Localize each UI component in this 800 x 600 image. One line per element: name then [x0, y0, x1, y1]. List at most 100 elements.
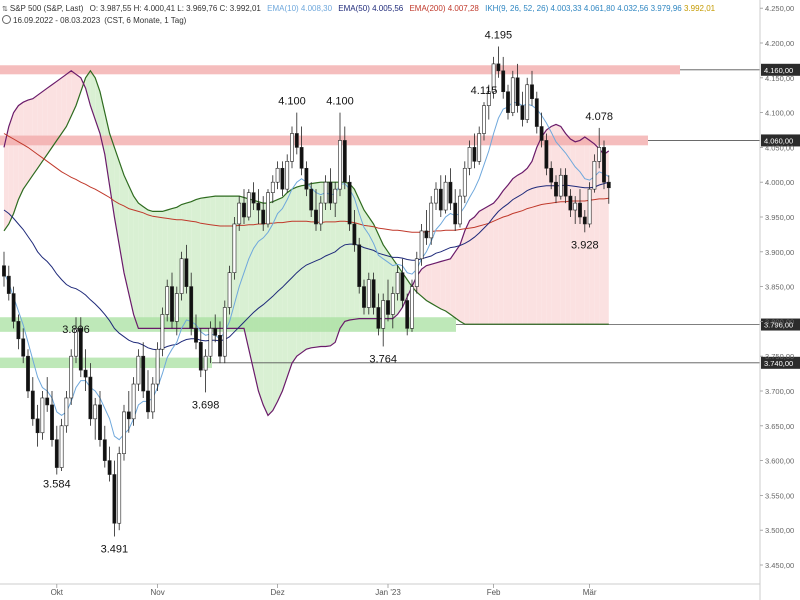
- candle[interactable]: [506, 91, 510, 113]
- candle[interactable]: [218, 335, 222, 357]
- candle[interactable]: [266, 192, 270, 225]
- candle[interactable]: [11, 293, 16, 322]
- candle[interactable]: [333, 188, 338, 204]
- candle[interactable]: [78, 328, 83, 371]
- candle[interactable]: [405, 300, 410, 329]
- candle[interactable]: [203, 355, 208, 371]
- candle[interactable]: [294, 133, 299, 148]
- candle[interactable]: [64, 397, 69, 427]
- candle[interactable]: [174, 293, 179, 322]
- candle[interactable]: [539, 126, 544, 141]
- candle[interactable]: [486, 91, 491, 106]
- candle[interactable]: [472, 147, 477, 162]
- candle[interactable]: [314, 209, 318, 225]
- candle[interactable]: [6, 275, 11, 294]
- candle[interactable]: [352, 223, 357, 246]
- candle[interactable]: [98, 404, 102, 441]
- candle[interactable]: [338, 140, 342, 190]
- candle[interactable]: [558, 174, 563, 197]
- candle[interactable]: [534, 98, 539, 127]
- candle[interactable]: [347, 181, 352, 225]
- candle[interactable]: [386, 300, 390, 315]
- candle[interactable]: [222, 307, 227, 357]
- ikh-label[interactable]: IKH(9, 26, 52, 26): [485, 4, 549, 13]
- candle[interactable]: [213, 328, 218, 336]
- candle[interactable]: [424, 230, 429, 239]
- candle[interactable]: [458, 195, 462, 225]
- candle[interactable]: [515, 77, 520, 106]
- candle[interactable]: [136, 355, 141, 385]
- candle[interactable]: [270, 181, 275, 193]
- candle[interactable]: [438, 188, 443, 211]
- candle[interactable]: [122, 411, 126, 454]
- candle[interactable]: [16, 321, 21, 340]
- candle[interactable]: [568, 195, 573, 211]
- candle[interactable]: [280, 167, 285, 190]
- candle[interactable]: [232, 223, 237, 273]
- ema50-label[interactable]: EMA(50): [338, 4, 370, 13]
- candle[interactable]: [342, 140, 347, 183]
- candle[interactable]: [395, 272, 400, 294]
- candle[interactable]: [117, 453, 122, 524]
- candle[interactable]: [160, 314, 165, 350]
- candle[interactable]: [40, 397, 45, 434]
- candle[interactable]: [155, 348, 160, 385]
- candle[interactable]: [371, 279, 376, 308]
- candle[interactable]: [290, 133, 294, 162]
- candle[interactable]: [318, 202, 323, 225]
- candle[interactable]: [482, 105, 486, 134]
- candle[interactable]: [453, 202, 458, 225]
- candle[interactable]: [2, 265, 6, 277]
- candle[interactable]: [606, 181, 611, 189]
- candle[interactable]: [54, 439, 59, 468]
- candle[interactable]: [69, 355, 74, 399]
- candle[interactable]: [578, 202, 582, 218]
- candle[interactable]: [357, 244, 362, 287]
- candle[interactable]: [592, 161, 597, 190]
- candle[interactable]: [35, 418, 40, 434]
- candle[interactable]: [50, 404, 54, 441]
- candle[interactable]: [150, 383, 155, 413]
- candle[interactable]: [126, 411, 131, 420]
- candle[interactable]: [602, 147, 606, 183]
- candle[interactable]: [165, 286, 170, 315]
- candle[interactable]: [525, 84, 530, 120]
- candle[interactable]: [141, 355, 146, 392]
- candle[interactable]: [414, 258, 419, 287]
- candle[interactable]: [510, 77, 515, 113]
- candle[interactable]: [587, 188, 592, 225]
- candle[interactable]: [102, 439, 107, 461]
- candle[interactable]: [429, 202, 434, 239]
- candle[interactable]: [194, 328, 198, 343]
- candle[interactable]: [74, 328, 78, 357]
- candle[interactable]: [112, 474, 117, 524]
- candle[interactable]: [448, 181, 453, 204]
- candle[interactable]: [208, 328, 213, 357]
- candle[interactable]: [261, 209, 266, 225]
- candle[interactable]: [256, 202, 261, 211]
- candle[interactable]: [237, 202, 242, 225]
- candle[interactable]: [323, 181, 328, 204]
- candle[interactable]: [362, 286, 366, 308]
- candle[interactable]: [131, 383, 136, 420]
- candle[interactable]: [477, 133, 482, 162]
- candle[interactable]: [275, 167, 280, 183]
- candle[interactable]: [251, 192, 256, 204]
- candle[interactable]: [467, 147, 472, 169]
- candle[interactable]: [146, 390, 150, 413]
- candle[interactable]: [390, 293, 395, 315]
- candle[interactable]: [184, 258, 189, 287]
- candle[interactable]: [376, 307, 381, 329]
- candle[interactable]: [400, 272, 405, 301]
- candle[interactable]: [582, 216, 587, 225]
- candle[interactable]: [88, 376, 93, 420]
- candle[interactable]: [549, 167, 554, 183]
- candle[interactable]: [496, 63, 501, 72]
- candle[interactable]: [198, 341, 203, 371]
- candle[interactable]: [30, 390, 35, 420]
- candle[interactable]: [419, 230, 424, 260]
- candle[interactable]: [59, 425, 64, 468]
- candle[interactable]: [530, 84, 534, 99]
- candle[interactable]: [246, 192, 251, 218]
